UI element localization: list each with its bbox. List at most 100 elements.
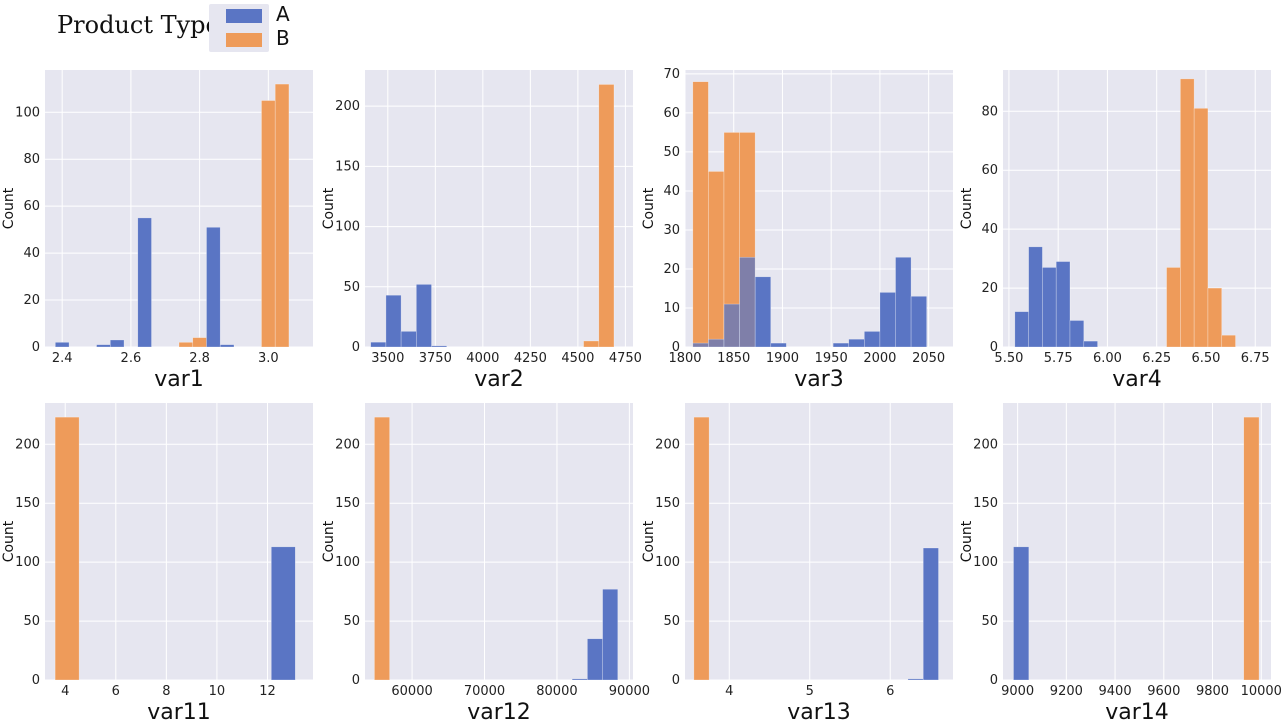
x-tick-label: 9400 [1099,684,1132,699]
bar-b [1180,78,1195,348]
bar-b [261,100,276,348]
y-tick-label: 50 [23,614,40,629]
bar-a [754,276,772,348]
legend-title: Product Type [57,11,220,39]
y-axis-label: Count [641,520,657,562]
x-tick-label: 4250 [514,351,547,366]
bar-a [848,338,865,348]
y-tick-label: 80 [23,152,40,167]
x-axis-label: var4 [1112,367,1162,392]
y-tick-label: 150 [15,496,40,511]
x-tick-label: 9200 [1050,684,1083,699]
x-tick-label: 4500 [561,351,594,366]
y-tick-label: 50 [343,614,360,629]
x-tick-label: 6 [112,684,120,699]
plot-area [365,403,633,680]
subplot-var11: 4 6 8 10 12 0 50 100 150 200 Count var11 [1,403,313,725]
bar-a [370,341,387,348]
y-tick-label: 100 [973,555,998,570]
y-axis-label: Count [321,187,337,229]
y-axis-label: Count [1,520,17,562]
bar-a [692,342,709,348]
subplot-var2: 3500 3750 4000 4250 4500 4750 0 50 100 150 200 Coun… [321,70,642,392]
x-tick-label: 4000 [466,351,499,366]
bar-a [907,678,924,681]
y-tick-label: 40 [23,246,40,261]
y-tick-label: 40 [663,184,680,199]
x-tick-label: 10000 [1241,684,1282,699]
x-axis-label: var13 [787,700,851,725]
y-axis-label: Count [641,187,657,229]
bar-b [274,83,290,348]
y-tick-label: 80 [981,104,998,119]
x-tick-label: 6.00 [1093,351,1122,366]
bar-a [55,342,70,348]
legend-label-a: A [276,2,290,26]
x-axis-label: var14 [1105,700,1169,725]
y-tick-label: 40 [981,222,998,237]
x-tick-label: 10 [209,684,226,699]
bar-b [692,81,709,348]
x-tick-label: 5.75 [1044,351,1073,366]
bar-a [270,546,296,681]
bar-a [922,547,939,681]
x-tick-label: 1900 [766,351,799,366]
bar-a [770,342,787,348]
x-tick-label: 3500 [371,351,404,366]
x-tick-label: 6 [886,684,894,699]
y-axis-label: Count [321,520,337,562]
y-axis-label: Count [959,520,975,562]
x-tick-label: 9600 [1147,684,1180,699]
y-tick-label: 200 [335,437,360,452]
bar-b [1207,287,1223,348]
y-tick-label: 60 [663,106,680,121]
bar-b [1193,108,1209,348]
bar-a [1055,261,1071,348]
bar-b [1221,334,1236,348]
bar-b [192,337,207,348]
bar-b [598,84,615,348]
bar-a [895,256,912,348]
x-tick-label: 2000 [863,351,896,366]
bar-a [1013,546,1030,681]
y-tick-label: 0 [32,673,40,688]
y-tick-label: 50 [981,614,998,629]
bar-a [219,344,235,348]
bar-b [583,340,600,348]
bar-a [431,345,448,348]
y-tick-label: 150 [335,159,360,174]
bar-a [1028,246,1043,348]
bar-a [416,284,432,348]
x-tick-label: 70000 [464,684,505,699]
x-tick-label: 1800 [668,351,701,366]
bar-b [374,416,390,681]
x-tick-label: 1950 [815,351,848,366]
bar-a [1014,311,1029,348]
x-tick-label: 4750 [609,351,642,366]
y-axis-label: Count [1,187,17,229]
bar-a [602,588,619,681]
y-tick-label: 50 [343,280,360,295]
legend-swatch-a [226,9,262,23]
y-tick-label: 20 [981,281,998,296]
x-axis-label: var11 [147,700,211,725]
y-tick-label: 30 [663,223,680,238]
y-tick-label: 100 [335,220,360,235]
y-tick-label: 70 [663,67,680,82]
bar-b [693,416,710,681]
y-tick-label: 60 [981,163,998,178]
y-tick-label: 200 [335,99,360,114]
x-tick-label: 2.8 [189,351,210,366]
bar-b [1166,267,1181,348]
y-tick-label: 0 [990,673,998,688]
y-tick-label: 0 [352,673,360,688]
x-tick-label: 80000 [536,684,577,699]
x-tick-label: 2.6 [121,351,142,366]
bar-a [137,217,152,348]
bar-b [178,342,194,348]
bar-b [54,416,80,681]
x-tick-label: 60000 [391,684,432,699]
y-tick-label: 60 [23,199,40,214]
x-axis-label: var1 [154,367,204,392]
x-tick-label: 2.4 [52,351,73,366]
